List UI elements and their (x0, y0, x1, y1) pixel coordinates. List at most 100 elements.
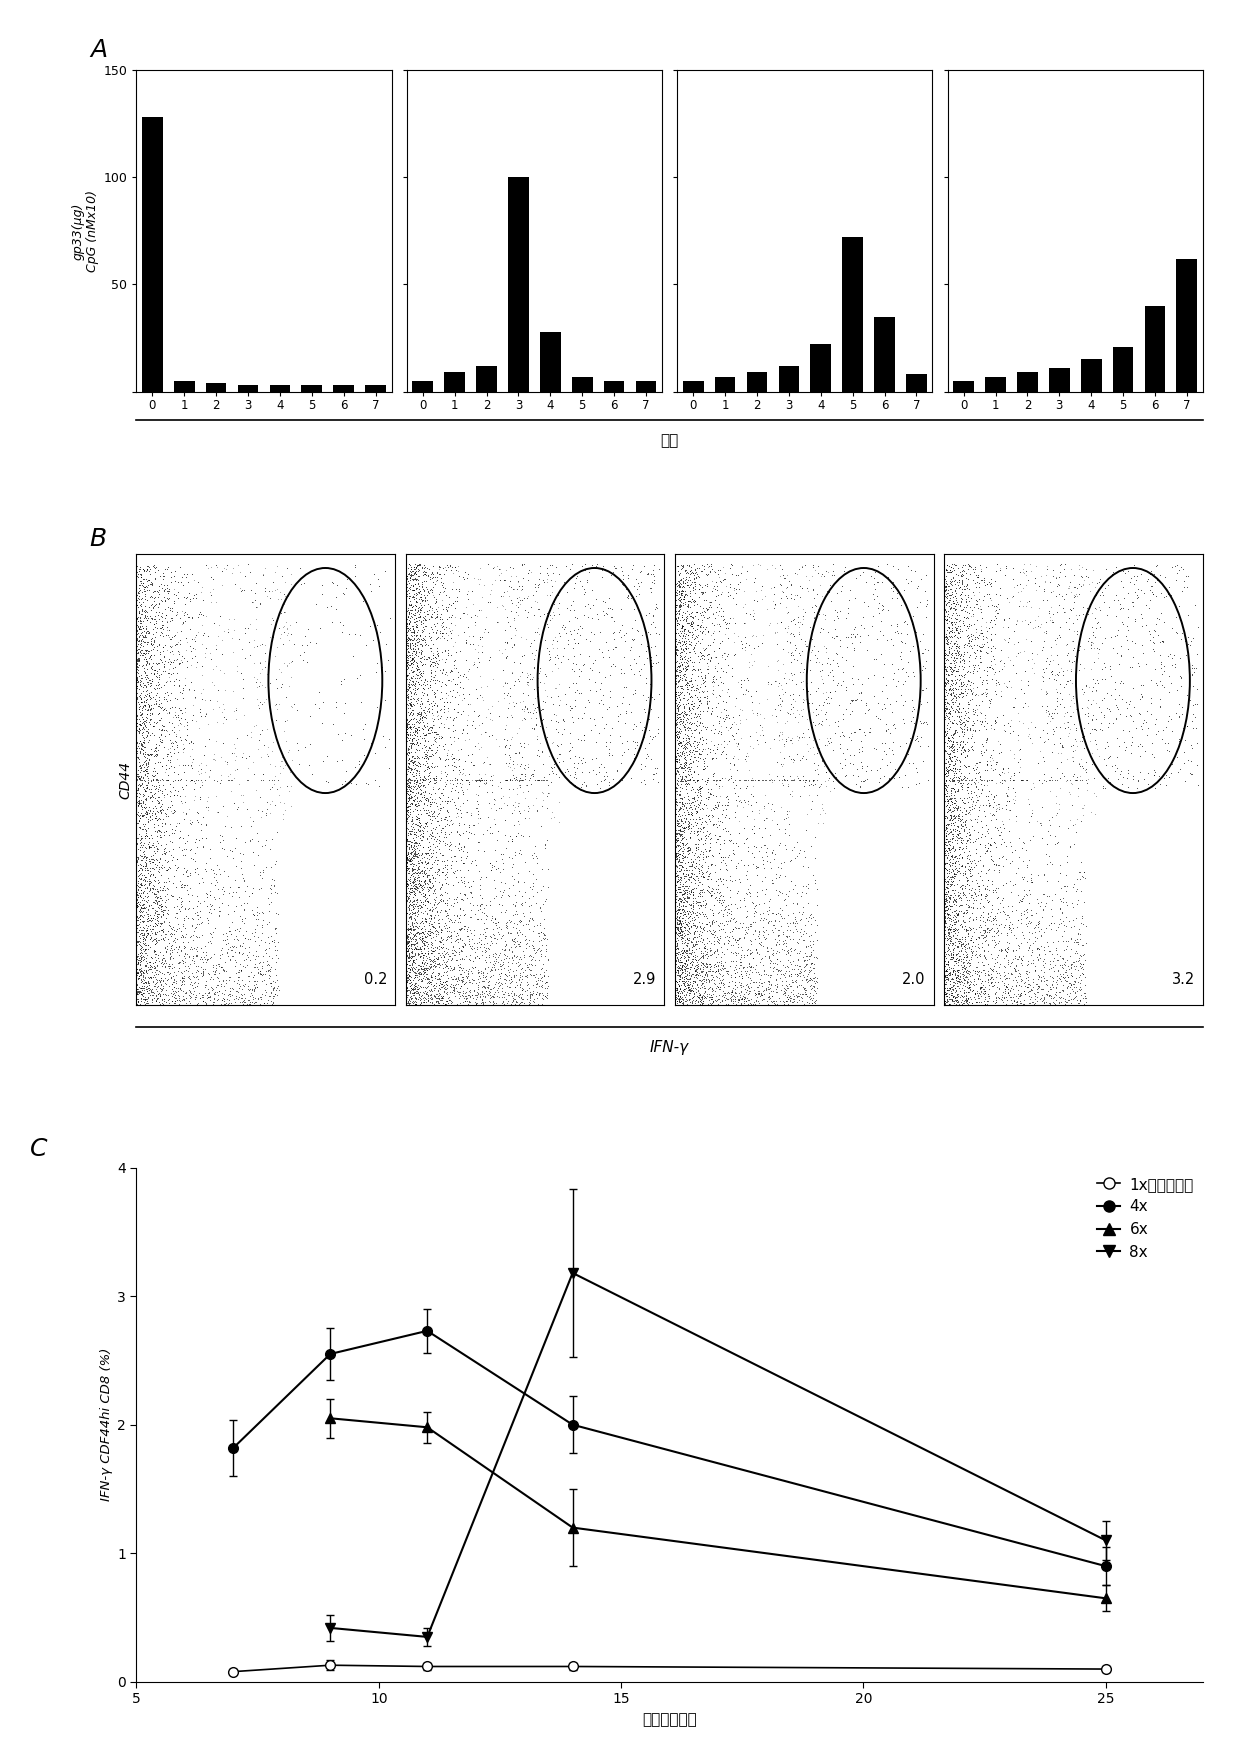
Point (482, 666, 502, 694)
Point (491, 559, 511, 587)
Point (962, 625, 982, 653)
Point (978, 592, 998, 620)
Point (150, 622, 170, 650)
Point (1017, 951, 1037, 979)
Point (939, 629, 959, 657)
Point (1053, 971, 1073, 999)
Point (144, 985, 164, 1013)
Point (672, 922, 692, 950)
Point (424, 666, 444, 694)
Point (965, 827, 985, 855)
Point (420, 895, 440, 923)
Point (770, 901, 790, 929)
Point (966, 766, 986, 794)
Point (680, 815, 699, 843)
Point (696, 662, 715, 690)
Point (574, 720, 594, 748)
Point (972, 618, 992, 646)
Point (138, 985, 157, 1013)
Point (1159, 662, 1179, 690)
Point (422, 822, 441, 850)
Point (135, 794, 155, 822)
Point (967, 636, 987, 664)
Point (428, 939, 448, 967)
Point (525, 696, 544, 724)
Point (962, 990, 982, 1018)
Point (144, 610, 164, 638)
Point (983, 746, 1003, 774)
Point (401, 650, 420, 678)
Point (665, 937, 684, 965)
Point (944, 636, 963, 664)
Point (237, 916, 257, 944)
Point (512, 988, 532, 1016)
Point (404, 753, 424, 781)
Point (954, 902, 973, 930)
Point (474, 894, 494, 922)
Point (949, 590, 968, 618)
Point (667, 713, 687, 741)
Point (675, 918, 694, 946)
Point (133, 622, 153, 650)
Point (176, 564, 196, 592)
Point (408, 936, 428, 964)
Point (184, 785, 203, 813)
Point (672, 729, 692, 757)
Point (910, 587, 930, 615)
Point (402, 836, 422, 864)
Point (511, 890, 531, 918)
Point (704, 604, 724, 632)
Point (136, 613, 156, 641)
Point (854, 718, 874, 746)
Point (396, 613, 415, 641)
Point (397, 734, 417, 762)
Point (849, 622, 869, 650)
Point (945, 738, 965, 766)
Point (192, 867, 212, 895)
Point (419, 865, 439, 894)
Point (691, 815, 711, 843)
Point (693, 934, 713, 962)
Point (418, 717, 438, 745)
Point (458, 580, 477, 608)
Point (445, 906, 465, 934)
Point (961, 632, 981, 661)
Point (407, 932, 427, 960)
Point (1052, 951, 1071, 979)
Point (743, 603, 763, 631)
Point (673, 795, 693, 823)
Point (1101, 662, 1121, 690)
Point (682, 913, 702, 941)
Point (451, 846, 471, 874)
Point (760, 946, 780, 974)
Point (1180, 760, 1200, 788)
Point (691, 710, 711, 738)
Point (423, 918, 443, 946)
Point (201, 972, 221, 1000)
Point (413, 862, 433, 890)
Point (239, 937, 259, 965)
Point (172, 788, 192, 816)
Point (671, 918, 691, 946)
Point (459, 657, 479, 685)
Point (141, 848, 161, 876)
Point (443, 745, 463, 773)
Point (735, 745, 755, 773)
Point (987, 815, 1007, 843)
Point (508, 818, 528, 846)
Point (666, 871, 686, 899)
Point (396, 752, 415, 780)
Point (141, 655, 161, 683)
Point (404, 769, 424, 797)
Point (465, 752, 485, 780)
Point (987, 666, 1007, 694)
Point (574, 650, 594, 678)
Point (677, 937, 697, 965)
Point (407, 829, 427, 857)
Point (1009, 943, 1029, 971)
Point (687, 766, 707, 794)
Point (986, 710, 1006, 738)
Point (396, 979, 415, 1007)
Point (405, 795, 425, 823)
Point (1085, 573, 1105, 601)
